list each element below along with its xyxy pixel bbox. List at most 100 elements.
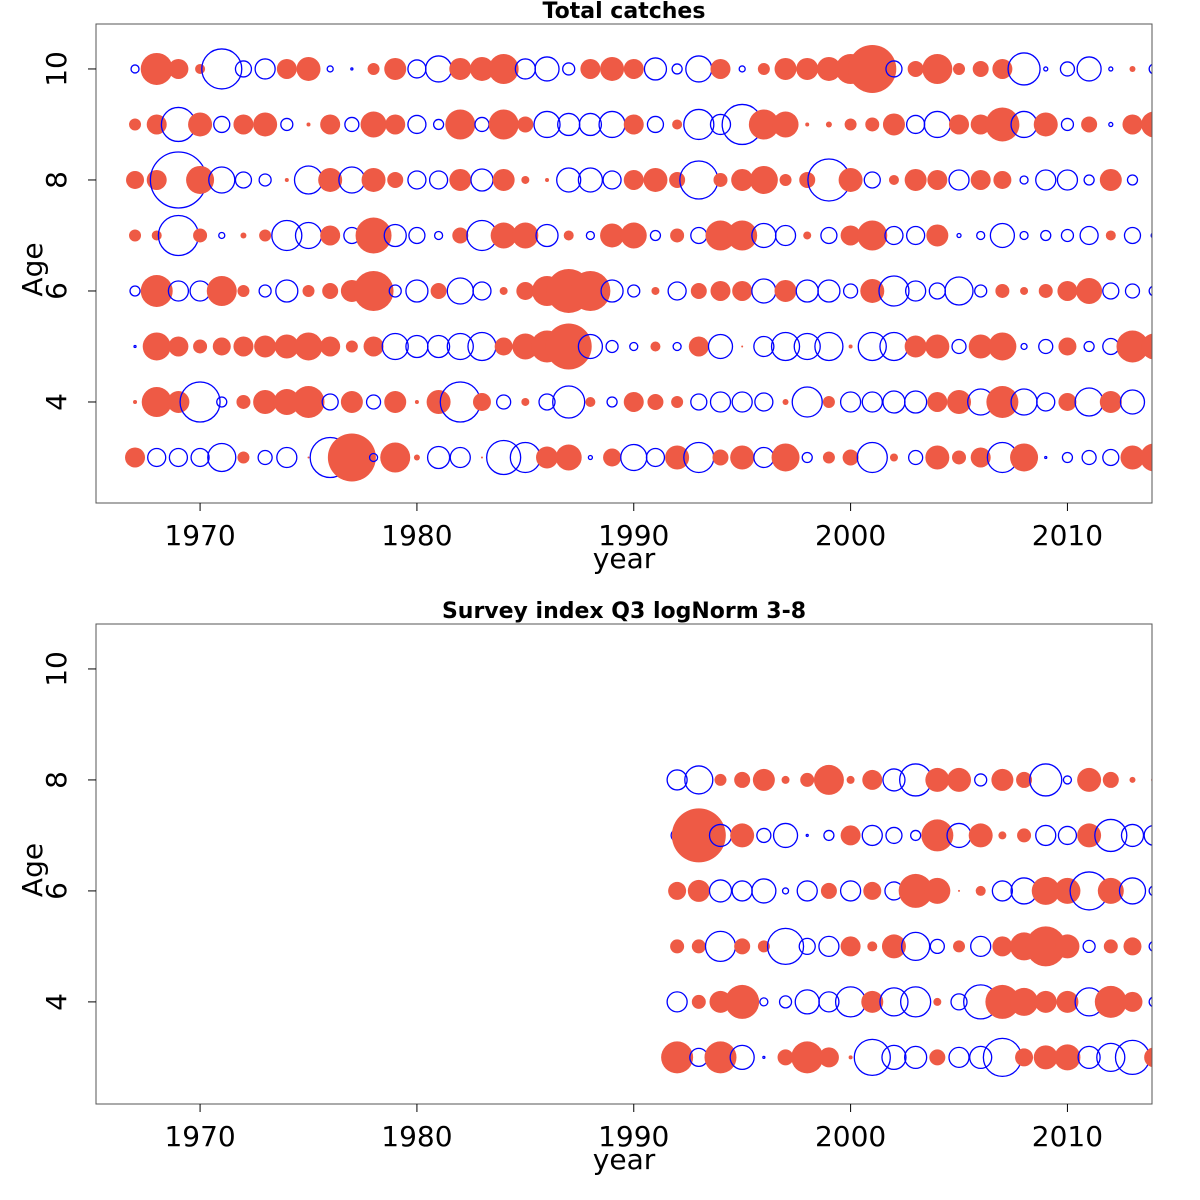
bubble	[365, 394, 382, 410]
bubble	[125, 447, 146, 468]
bubble	[600, 56, 625, 81]
bubble	[193, 339, 208, 354]
bubble	[387, 171, 404, 188]
bubble	[709, 113, 732, 136]
bubble	[1103, 939, 1118, 954]
bubble	[472, 392, 491, 411]
bubble	[818, 991, 840, 1013]
bubble	[446, 277, 474, 305]
bubble	[1105, 230, 1116, 241]
bubble	[280, 117, 294, 132]
bubble	[772, 822, 799, 849]
bubble	[1143, 824, 1152, 846]
bubble	[757, 940, 770, 953]
bubble	[552, 385, 586, 419]
bubble	[206, 275, 237, 306]
bubble	[879, 331, 909, 362]
bubble	[1141, 111, 1152, 138]
bubble	[672, 119, 683, 130]
bubble	[350, 67, 354, 71]
bubble	[643, 57, 668, 81]
bubble	[926, 224, 949, 247]
bubble	[1122, 991, 1143, 1012]
bubble	[947, 767, 972, 792]
bubble	[796, 880, 818, 902]
bubble	[1108, 121, 1114, 128]
bubble	[426, 334, 451, 359]
bubble	[570, 270, 611, 311]
bubble	[445, 109, 476, 140]
bubble	[585, 230, 596, 241]
bubble	[813, 764, 844, 795]
bubble	[988, 332, 1017, 361]
bubble	[1017, 828, 1032, 843]
bubble	[665, 445, 690, 470]
bubble	[951, 338, 967, 355]
bubble	[512, 222, 539, 249]
bubble	[344, 116, 360, 133]
bubble	[201, 48, 243, 90]
bubble	[756, 827, 772, 844]
bubble	[1077, 1045, 1101, 1070]
bubble	[603, 448, 622, 467]
bubble	[1120, 445, 1145, 470]
bubble	[368, 452, 379, 463]
bubble	[188, 112, 213, 137]
bubble	[796, 57, 819, 80]
bubble	[992, 58, 1013, 79]
bubble	[1057, 280, 1078, 301]
bubble	[486, 439, 522, 476]
bubble	[157, 214, 200, 257]
bubble	[326, 65, 334, 73]
bubble	[903, 390, 928, 414]
bubble	[779, 173, 792, 186]
bubble	[1031, 876, 1060, 905]
bubble	[762, 1055, 766, 1060]
bubble	[881, 1044, 907, 1071]
bubble	[474, 116, 490, 133]
bubble	[846, 775, 855, 784]
bubbles	[125, 44, 1152, 482]
bubble	[535, 223, 559, 248]
bubble	[1074, 387, 1104, 417]
bubble	[512, 333, 539, 360]
bubble	[580, 58, 601, 79]
bubble	[731, 391, 753, 413]
y-tick-label: 10	[40, 51, 73, 87]
bubble	[905, 225, 926, 246]
chart-title: Survey index Q3 logNorm 3-8	[442, 599, 806, 624]
bubble	[1141, 333, 1152, 360]
bubble	[969, 1045, 993, 1070]
bubble	[1029, 763, 1063, 797]
bubble	[449, 57, 472, 80]
bubble	[253, 112, 278, 137]
bubble	[754, 392, 774, 412]
bubble	[1148, 941, 1152, 952]
bubble	[168, 447, 189, 468]
bubble	[168, 336, 189, 357]
bubble	[861, 990, 884, 1013]
bubble	[1056, 990, 1079, 1013]
bubble	[921, 819, 954, 852]
bubble	[905, 114, 926, 135]
bubble	[496, 394, 512, 410]
bubble	[383, 223, 407, 248]
bubble	[1010, 443, 1039, 472]
bubble	[360, 111, 387, 138]
bubble	[521, 175, 530, 184]
bubble	[972, 60, 989, 77]
bubble	[428, 170, 449, 190]
bubble	[1040, 229, 1052, 242]
bubble	[384, 390, 407, 413]
bubble	[129, 285, 141, 297]
bubble	[307, 456, 310, 459]
bubble	[1019, 230, 1029, 241]
bubble	[774, 279, 797, 302]
bubble	[320, 114, 341, 135]
bubble	[968, 334, 993, 359]
bubble	[672, 341, 682, 352]
y-tick-label: 4	[40, 393, 73, 411]
bubble	[388, 284, 402, 298]
bubble	[820, 226, 838, 245]
